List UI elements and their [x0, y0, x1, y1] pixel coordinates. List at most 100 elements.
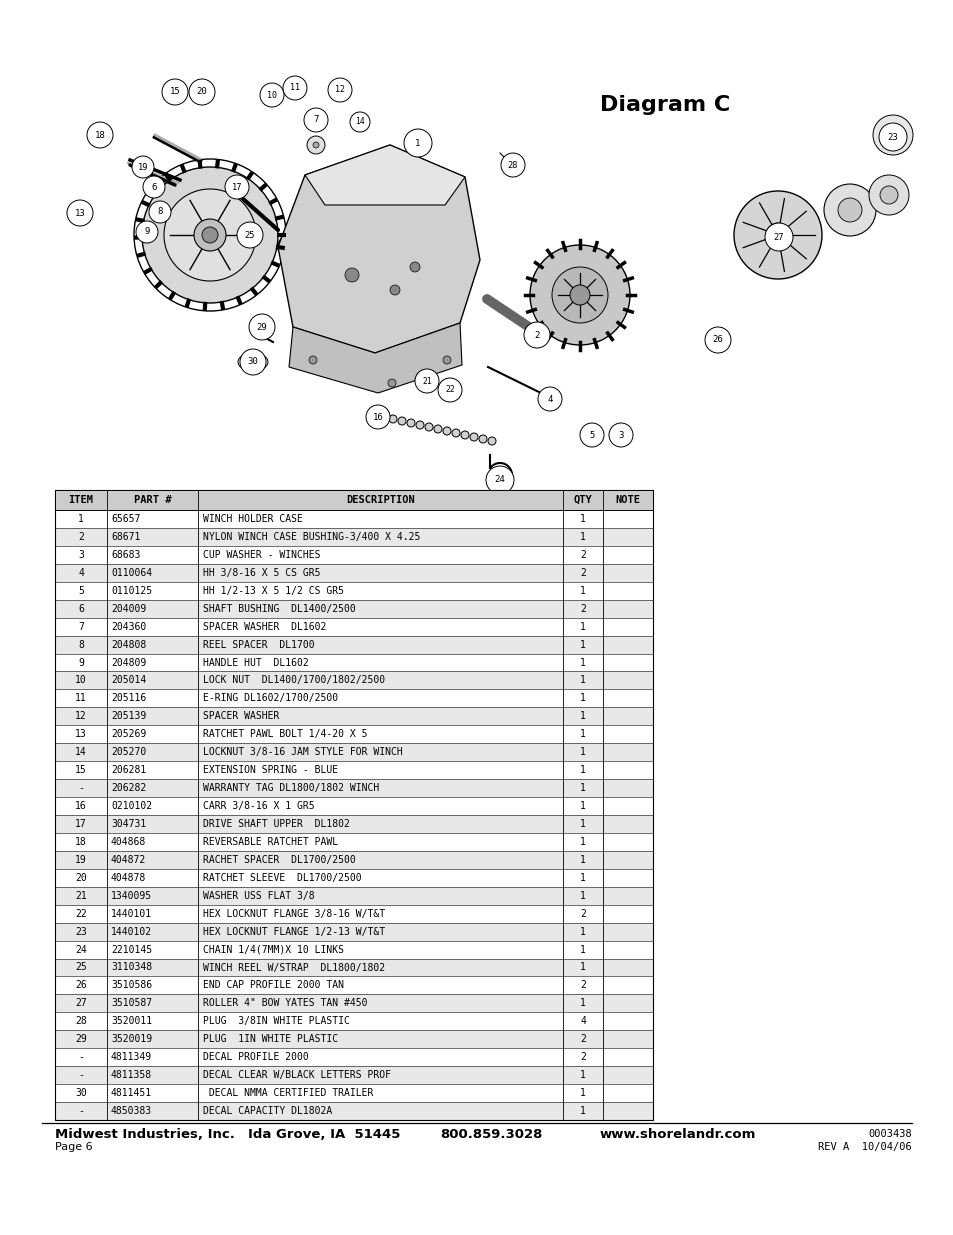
- Text: 12: 12: [335, 85, 345, 95]
- Bar: [55, 923, 652, 941]
- Text: 1: 1: [579, 837, 585, 847]
- Text: 404868: 404868: [111, 837, 146, 847]
- Text: 28: 28: [507, 161, 517, 169]
- Circle shape: [328, 78, 352, 103]
- Bar: [55, 600, 652, 618]
- Text: 12: 12: [75, 711, 87, 721]
- Text: DRIVE SHAFT UPPER  DL1802: DRIVE SHAFT UPPER DL1802: [203, 819, 350, 829]
- Bar: [55, 672, 652, 689]
- Circle shape: [142, 167, 277, 303]
- Text: 1: 1: [579, 819, 585, 829]
- Text: 0003438: 0003438: [867, 1129, 911, 1139]
- Circle shape: [366, 405, 390, 429]
- Circle shape: [350, 112, 370, 132]
- Text: 4811451: 4811451: [111, 1088, 152, 1098]
- Text: 2: 2: [579, 909, 585, 919]
- Ellipse shape: [237, 353, 268, 370]
- Text: 21: 21: [75, 890, 87, 900]
- Circle shape: [460, 431, 469, 438]
- Text: 26: 26: [75, 981, 87, 990]
- Text: 0110125: 0110125: [111, 585, 152, 595]
- Text: 206281: 206281: [111, 766, 146, 776]
- Text: 22: 22: [445, 385, 455, 394]
- Text: 206282: 206282: [111, 783, 146, 793]
- Text: LOCK NUT  DL1400/1700/1802/2500: LOCK NUT DL1400/1700/1802/2500: [203, 676, 385, 685]
- Text: 29: 29: [256, 322, 267, 331]
- Bar: [55, 887, 652, 905]
- Text: -: -: [78, 1107, 84, 1116]
- Circle shape: [189, 79, 214, 105]
- Circle shape: [416, 421, 423, 429]
- Circle shape: [452, 429, 459, 437]
- Text: 15: 15: [170, 88, 180, 96]
- Circle shape: [608, 424, 633, 447]
- Text: LOCKNUT 3/8-16 JAM STYLE FOR WINCH: LOCKNUT 3/8-16 JAM STYLE FOR WINCH: [203, 747, 402, 757]
- Circle shape: [442, 356, 451, 364]
- Text: 2: 2: [579, 1034, 585, 1045]
- Text: 304731: 304731: [111, 819, 146, 829]
- Text: 2: 2: [579, 981, 585, 990]
- Text: 68683: 68683: [111, 550, 140, 559]
- Text: ITEM: ITEM: [69, 495, 93, 505]
- Text: RACHET SPACER  DL1700/2500: RACHET SPACER DL1700/2500: [203, 855, 355, 864]
- Text: REVERSABLE RATCHET PAWL: REVERSABLE RATCHET PAWL: [203, 837, 337, 847]
- Circle shape: [434, 425, 441, 433]
- Text: 1: 1: [415, 138, 420, 147]
- Text: 9: 9: [78, 657, 84, 667]
- Text: 204809: 204809: [111, 657, 146, 667]
- Circle shape: [304, 107, 328, 132]
- Text: 4: 4: [78, 568, 84, 578]
- Text: 1: 1: [579, 962, 585, 972]
- Text: 1: 1: [579, 729, 585, 740]
- Text: 205269: 205269: [111, 729, 146, 740]
- Text: 3: 3: [78, 550, 84, 559]
- Text: 1: 1: [579, 945, 585, 955]
- Text: 3520011: 3520011: [111, 1016, 152, 1026]
- Text: 1440102: 1440102: [111, 926, 152, 936]
- Text: 4: 4: [579, 1016, 585, 1026]
- Text: 27: 27: [75, 998, 87, 1009]
- Bar: [55, 527, 652, 546]
- Text: 1: 1: [579, 514, 585, 524]
- Circle shape: [438, 379, 456, 396]
- Text: 13: 13: [74, 209, 85, 217]
- Text: 8: 8: [157, 207, 163, 216]
- Text: 205014: 205014: [111, 676, 146, 685]
- Circle shape: [704, 327, 730, 353]
- Text: 19: 19: [75, 855, 87, 864]
- Circle shape: [879, 186, 897, 204]
- Text: 2210145: 2210145: [111, 945, 152, 955]
- Text: Ida Grove, IA  51445: Ida Grove, IA 51445: [248, 1128, 400, 1140]
- Circle shape: [407, 419, 415, 427]
- Text: DECAL NMMA CERTIFIED TRAILER: DECAL NMMA CERTIFIED TRAILER: [203, 1088, 373, 1098]
- Bar: [55, 958, 652, 977]
- Circle shape: [309, 356, 316, 364]
- Circle shape: [149, 201, 171, 224]
- Circle shape: [351, 115, 365, 128]
- Text: CARR 3/8-16 X 1 GR5: CARR 3/8-16 X 1 GR5: [203, 802, 314, 811]
- Text: 13: 13: [75, 729, 87, 740]
- Text: WASHER USS FLAT 3/8: WASHER USS FLAT 3/8: [203, 890, 314, 900]
- Circle shape: [537, 387, 561, 411]
- Text: 11: 11: [290, 84, 299, 93]
- Circle shape: [379, 412, 388, 421]
- Text: 7: 7: [313, 116, 318, 125]
- Circle shape: [868, 175, 908, 215]
- Circle shape: [764, 224, 792, 251]
- Bar: [55, 815, 652, 832]
- Polygon shape: [277, 144, 479, 353]
- Circle shape: [442, 427, 451, 435]
- Circle shape: [530, 245, 629, 345]
- Circle shape: [505, 158, 516, 168]
- Text: 18: 18: [94, 131, 105, 140]
- Text: 23: 23: [75, 926, 87, 936]
- Circle shape: [765, 224, 789, 247]
- Text: 205116: 205116: [111, 693, 146, 704]
- Text: 1: 1: [579, 1088, 585, 1098]
- Bar: [55, 636, 652, 653]
- Text: 800.859.3028: 800.859.3028: [439, 1128, 542, 1140]
- Text: 6: 6: [78, 604, 84, 614]
- Text: 1: 1: [579, 711, 585, 721]
- Text: E-RING DL1602/1700/2500: E-RING DL1602/1700/2500: [203, 693, 337, 704]
- Text: 16: 16: [75, 802, 87, 811]
